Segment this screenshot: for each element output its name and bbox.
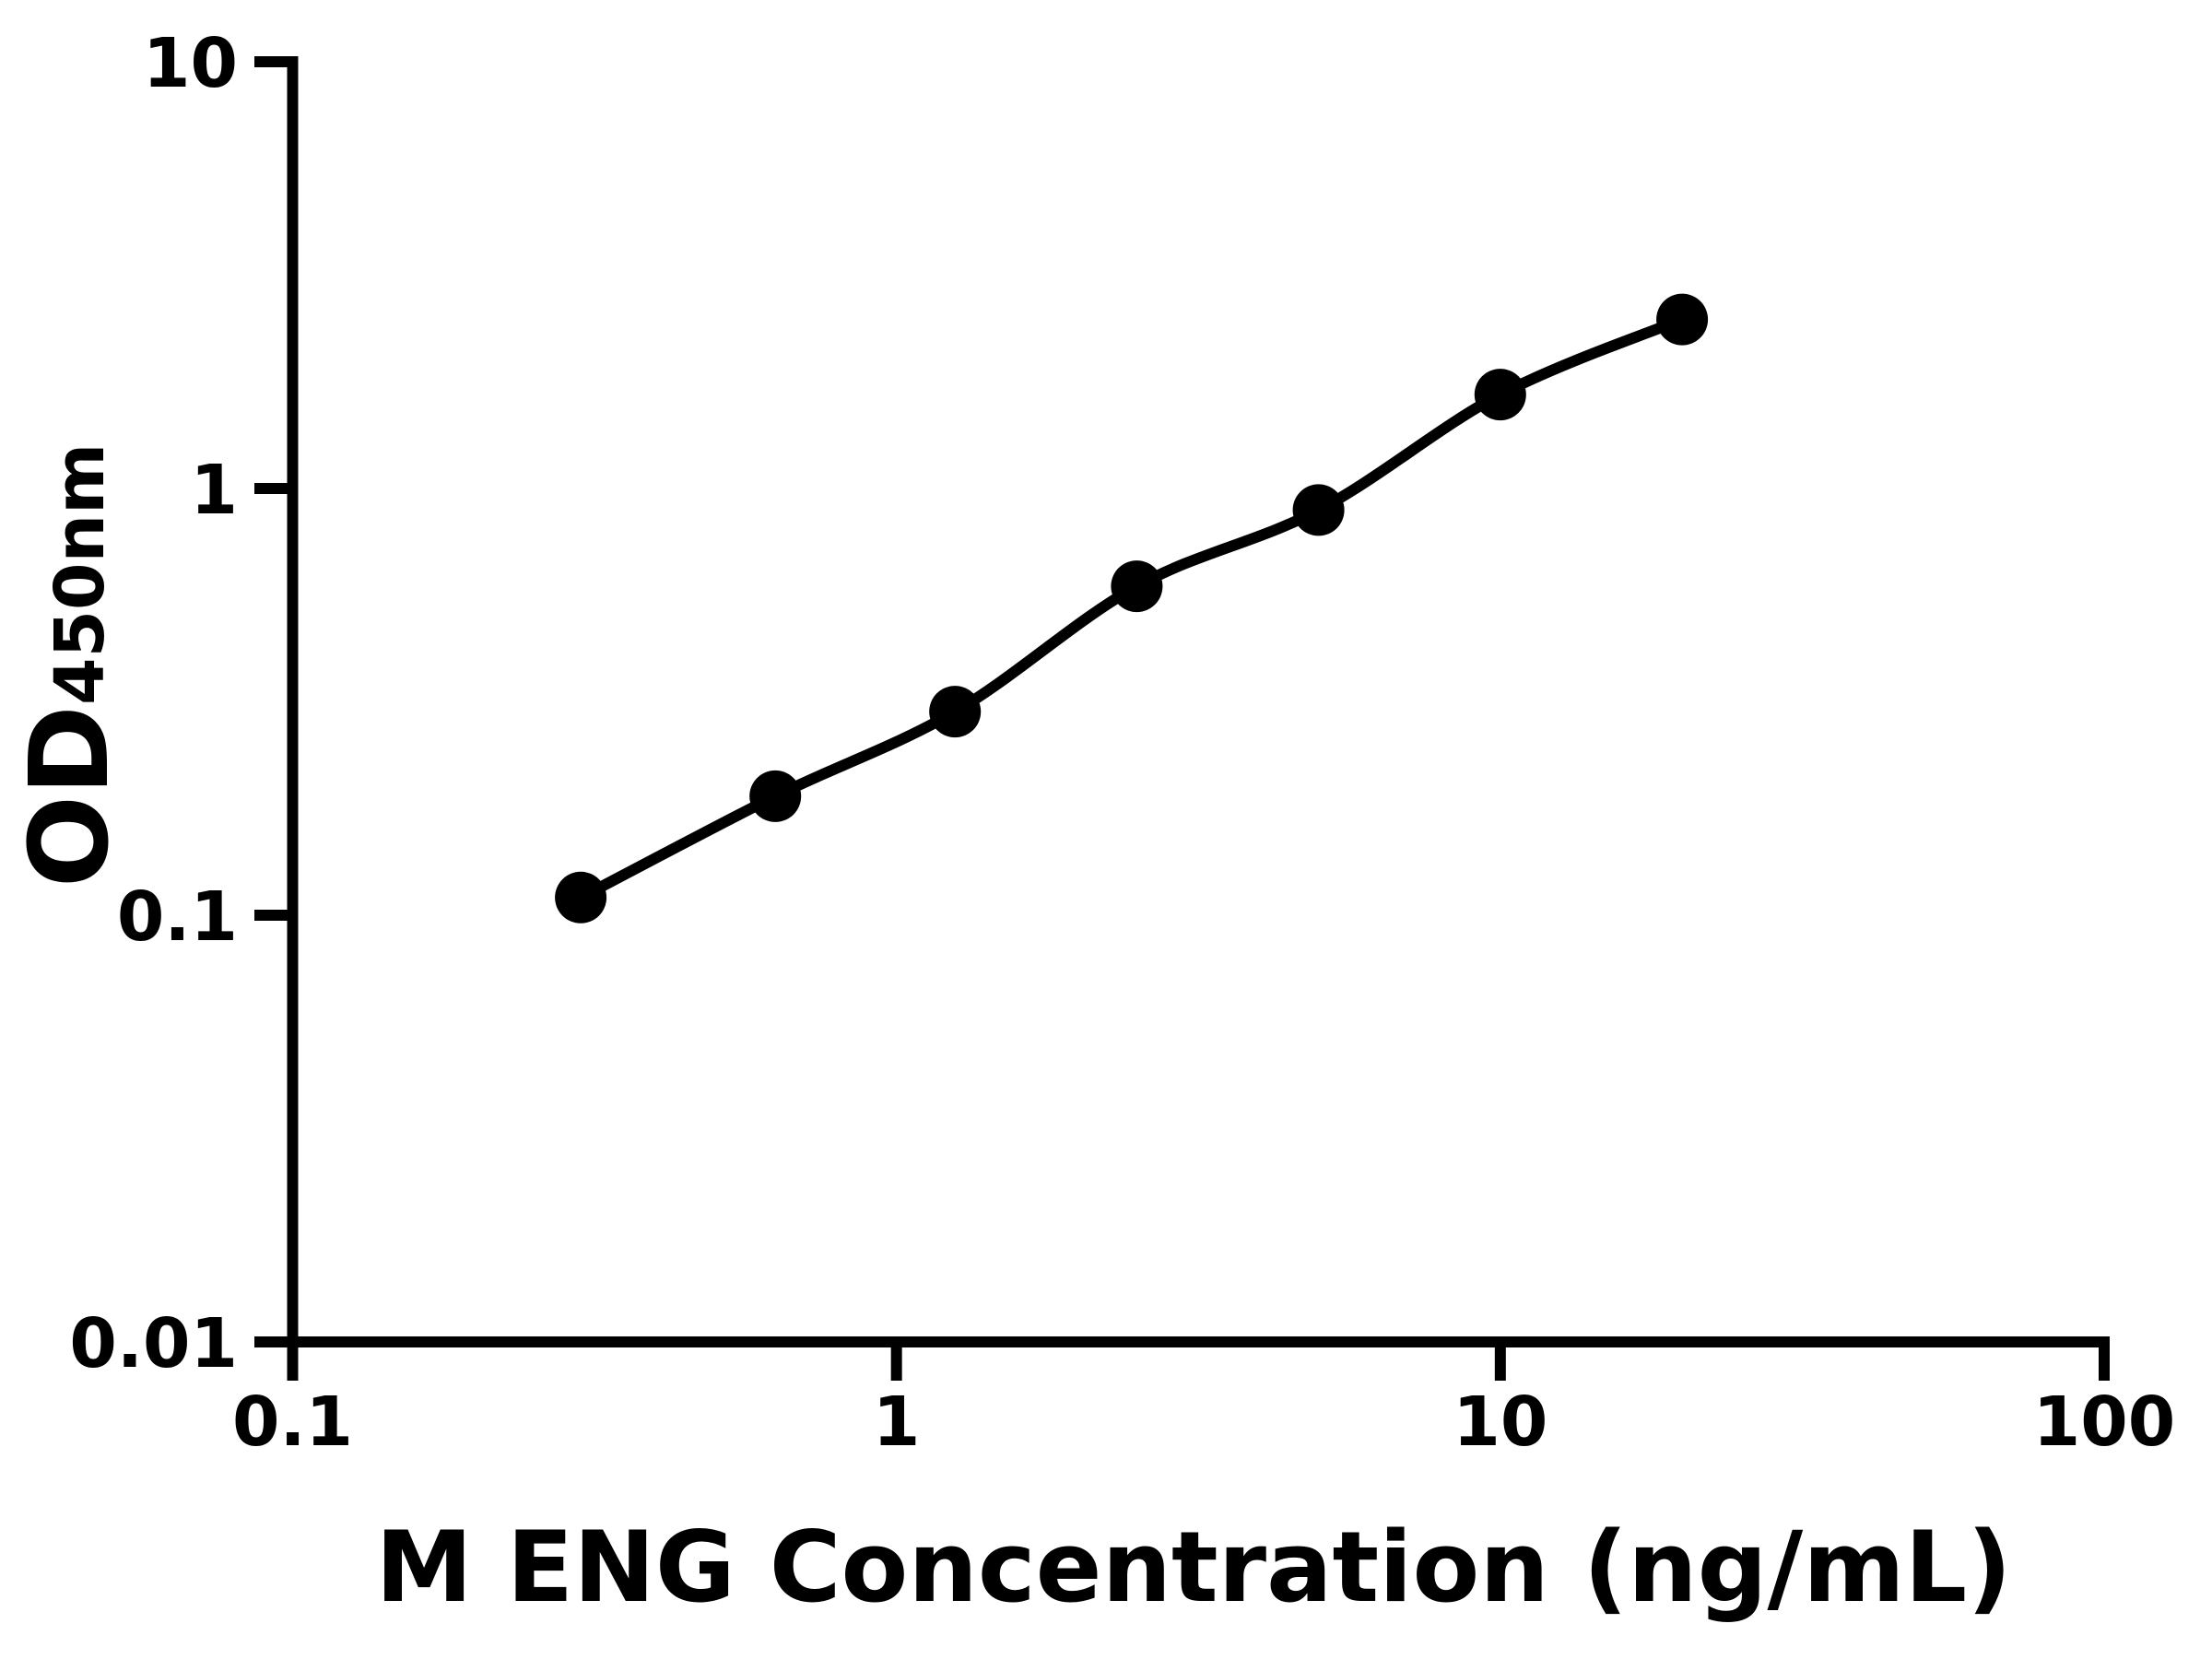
x-axis-ticks xyxy=(287,1342,2110,1381)
x-tick-label: 10 xyxy=(1453,1382,1547,1462)
x-tick-label: 100 xyxy=(2033,1382,2175,1462)
data-point xyxy=(1111,560,1163,613)
y-tick-label: 1 xyxy=(191,451,239,530)
data-point xyxy=(1656,293,1709,346)
x-axis-tick-labels: 0.1 1 10 100 xyxy=(232,1382,2175,1462)
data-point xyxy=(555,871,607,924)
x-tick-label: 1 xyxy=(873,1382,921,1462)
y-tick-label: 0.01 xyxy=(69,1304,238,1383)
x-axis-label: M ENG Concentration (ng/mL) xyxy=(375,1511,2011,1624)
y-tick-label: 0.1 xyxy=(117,877,238,957)
y-tick-label: 10 xyxy=(143,24,238,103)
data-point xyxy=(749,770,802,822)
y-axis-label-main: OD xyxy=(6,705,133,888)
y-axis-tick-labels: 10 1 0.1 0.01 xyxy=(69,24,238,1383)
y-axis-ticks xyxy=(254,56,294,1347)
data-points xyxy=(555,293,1709,924)
y-axis-label: OD450nm xyxy=(6,443,133,888)
data-point xyxy=(1474,369,1526,421)
x-tick-label: 0.1 xyxy=(232,1382,353,1462)
data-point xyxy=(929,686,982,738)
y-axis-label-subscript: 450nm xyxy=(41,443,120,705)
data-point xyxy=(1292,484,1345,536)
